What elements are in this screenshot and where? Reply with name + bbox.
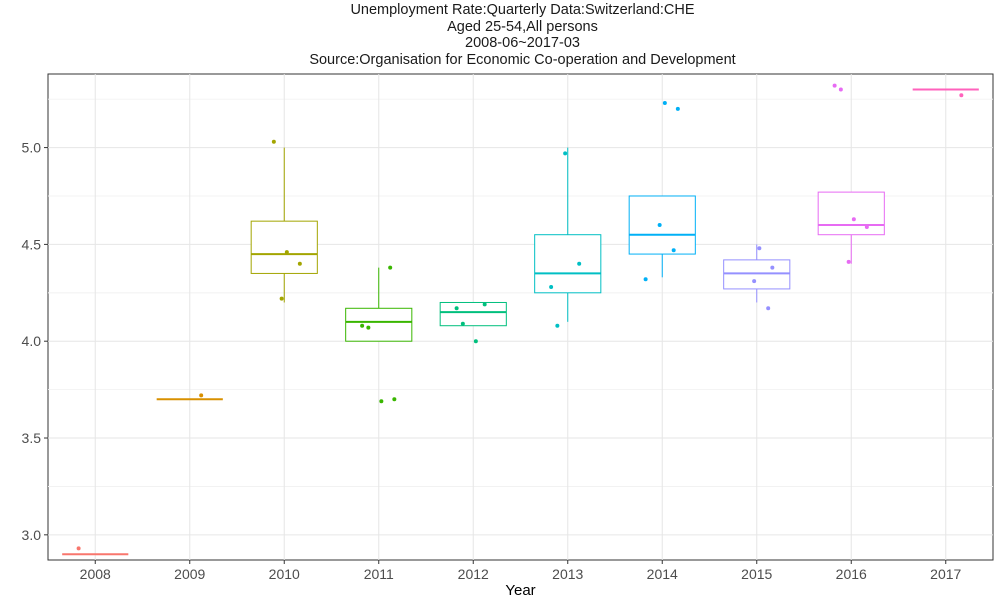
- box-iqr: [817, 191, 885, 236]
- chart-title-line-3: 2008-06~2017-03: [465, 35, 580, 51]
- y-tick-label: 3.0: [22, 527, 42, 543]
- box-iqr: [439, 301, 507, 327]
- data-point: [671, 248, 676, 253]
- x-tick-label: 2010: [269, 566, 300, 582]
- x-axis: 2008 2009 2010 2011 2012 2013 2014 2015 2016 2017: [80, 560, 962, 582]
- data-point: [643, 277, 648, 282]
- x-tick-label: 2011: [364, 566, 394, 582]
- box-iqr: [534, 234, 602, 294]
- box-2013: [534, 147, 602, 322]
- data-point: [838, 87, 843, 92]
- data-point: [851, 217, 856, 222]
- data-point: [752, 279, 757, 284]
- data-point: [460, 321, 465, 326]
- box-2014: [628, 195, 696, 278]
- box-2010: [250, 147, 318, 303]
- y-tick-label: 3.5: [22, 430, 42, 446]
- data-point: [846, 259, 851, 264]
- data-point: [657, 223, 662, 228]
- data-point: [473, 339, 478, 344]
- chart-title-line-4: Source:Organisation for Economic Co-oper…: [309, 51, 736, 68]
- box-series: [62, 88, 979, 556]
- x-axis-title: Year: [505, 582, 535, 599]
- y-tick-label: 4.0: [22, 333, 42, 349]
- data-point: [279, 296, 284, 301]
- plot-panel: [47, 73, 994, 561]
- data-point: [360, 323, 365, 328]
- data-point: [297, 261, 302, 266]
- data-point: [770, 265, 775, 270]
- x-tick-label: 2014: [647, 566, 678, 582]
- data-point: [832, 83, 837, 88]
- x-tick-label: 2008: [80, 566, 111, 582]
- data-point: [577, 261, 582, 266]
- data-point: [388, 265, 393, 270]
- data-point: [959, 93, 964, 98]
- x-tick-label: 2013: [552, 566, 583, 582]
- data-point: [76, 546, 81, 551]
- y-tick-label: 4.5: [22, 236, 42, 252]
- data-point: [379, 399, 384, 404]
- x-tick-label: 2016: [836, 566, 867, 582]
- data-point: [482, 302, 487, 307]
- box-2015: [723, 244, 791, 303]
- box-iqr: [250, 220, 318, 274]
- data-point: [757, 246, 762, 251]
- grid-lines: [48, 74, 993, 560]
- y-tick-label: 5.0: [22, 140, 42, 156]
- box-2016: [817, 191, 885, 264]
- x-tick-label: 2009: [174, 566, 205, 582]
- x-tick-label: 2017: [930, 566, 961, 582]
- data-point: [199, 393, 204, 398]
- data-point: [366, 325, 371, 330]
- y-axis: 3.0 3.5 4.0 4.5 5.0: [22, 140, 48, 543]
- data-point: [454, 306, 459, 311]
- box-iqr: [345, 307, 413, 342]
- data-point: [271, 139, 276, 144]
- data-point: [675, 106, 680, 111]
- data-point: [555, 323, 560, 328]
- data-point: [284, 250, 289, 255]
- data-point: [662, 101, 667, 106]
- x-tick-label: 2012: [458, 566, 489, 582]
- box-2011: [345, 267, 413, 342]
- data-point: [766, 306, 771, 311]
- box-iqr: [628, 195, 696, 255]
- data-point: [563, 151, 568, 156]
- data-point: [864, 224, 869, 229]
- chart-title-line-1: Unemployment Rate:Quarterly Data:Switzer…: [350, 2, 695, 18]
- data-point: [392, 397, 397, 402]
- box-2012: [439, 301, 507, 327]
- jitter-points: [76, 83, 964, 551]
- chart-title-block: Unemployment Rate:Quarterly Data:Switzer…: [0, 2, 1000, 68]
- x-tick-label: 2015: [741, 566, 772, 582]
- data-point: [549, 284, 554, 289]
- chart-title-line-2: Aged 25-54,All persons: [447, 18, 598, 35]
